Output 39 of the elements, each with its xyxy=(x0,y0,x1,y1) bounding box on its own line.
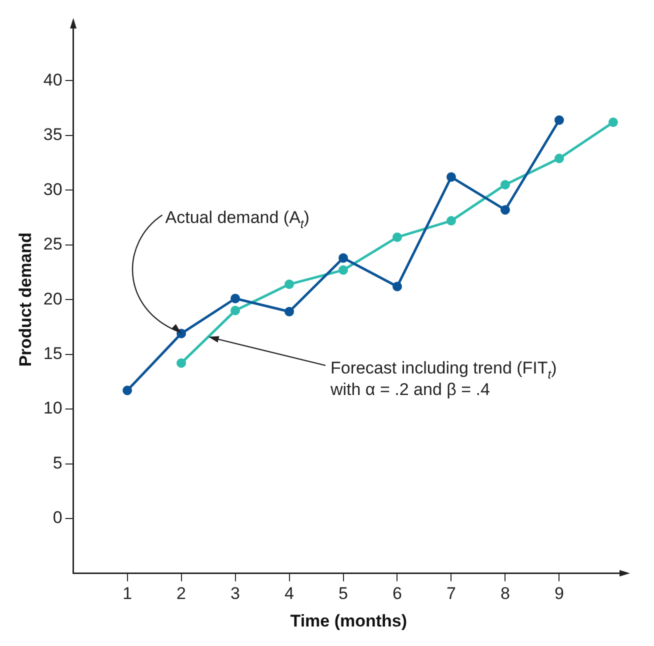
x-tick-label: 7 xyxy=(446,584,456,604)
x-tick-label: 2 xyxy=(176,584,186,604)
point xyxy=(554,115,564,125)
y-tick-label: 15 xyxy=(43,344,62,364)
x-tick-label: 3 xyxy=(230,584,240,604)
y-tick-label: 25 xyxy=(43,234,62,254)
x-tick-label: 4 xyxy=(284,584,294,604)
y-tick-label: 10 xyxy=(43,398,62,418)
point xyxy=(392,232,402,242)
y-axis-title: Product demand xyxy=(16,232,35,367)
point xyxy=(392,282,402,292)
point xyxy=(608,118,618,128)
y-tick-label: 30 xyxy=(43,180,62,199)
y-tick-label: 5 xyxy=(52,453,62,472)
y-tick-label: 20 xyxy=(43,289,62,308)
x-tick-label: 5 xyxy=(338,584,348,604)
point xyxy=(338,253,348,263)
y-tick-label: 0 xyxy=(52,508,62,528)
annotation: with α = .2 and β = .4 xyxy=(329,380,490,399)
point xyxy=(122,386,132,396)
point xyxy=(500,180,510,190)
y-tick-label: 40 xyxy=(43,70,62,90)
point xyxy=(446,216,456,226)
x-tick-label: 6 xyxy=(392,584,402,604)
point xyxy=(554,154,564,164)
point xyxy=(500,205,510,215)
x-tick-label: 8 xyxy=(500,584,510,604)
point xyxy=(446,172,456,182)
y-tick-label: 35 xyxy=(43,125,62,144)
point xyxy=(338,265,348,275)
point xyxy=(230,306,240,316)
point xyxy=(230,294,240,304)
point xyxy=(284,280,294,290)
point xyxy=(176,328,186,338)
x-tick-label: 9 xyxy=(554,584,564,604)
x-tick-label: 1 xyxy=(122,584,132,604)
x-axis-title: Time (months) xyxy=(290,611,408,630)
point xyxy=(176,358,186,368)
point xyxy=(284,306,294,316)
